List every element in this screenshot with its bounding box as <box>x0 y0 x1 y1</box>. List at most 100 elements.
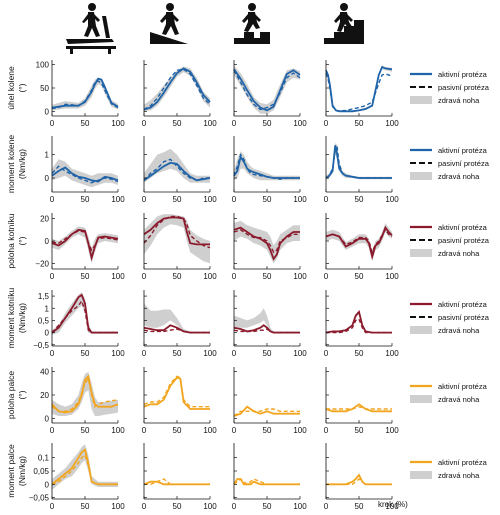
y-tick-label: 100 <box>36 61 50 70</box>
x-tick-label: 100 <box>111 349 125 358</box>
healthy-band <box>326 65 392 112</box>
treadmill-walking-icon <box>66 3 116 54</box>
x-tick-label: 100 <box>203 502 217 511</box>
y-tick-label: 0 <box>45 329 50 338</box>
chart-row-knee-moment: moment kolene(Nm/kg) 100 50 100 0 50 100 0 50 100… <box>6 135 490 204</box>
x-tick-label: 0 <box>142 119 147 128</box>
active-line <box>143 324 210 334</box>
active-line <box>326 473 392 486</box>
y-tick-label: 0 <box>45 414 50 423</box>
panel-ankle-moment-stair-descent: 0 50 100 <box>324 290 399 358</box>
ylabel-line2: (°) <box>17 236 27 245</box>
healthy-band <box>234 220 300 264</box>
x-tick-label: 100 <box>111 426 125 435</box>
x-tick-label: 100 <box>385 502 399 511</box>
y-tick-label: 0,1 <box>38 454 50 463</box>
active-line <box>51 293 118 334</box>
legend-knee-angle: aktivní protéza pasivní protéza zdravá noh… <box>410 70 490 105</box>
x-tick-label: 0 <box>324 349 329 358</box>
x-tick-label: 50 <box>263 426 272 435</box>
ylabel-line1: úhel kolene <box>6 66 16 110</box>
legend-healthy-swatch <box>410 471 432 479</box>
x-tick-label: 0 <box>50 195 55 204</box>
active-line <box>233 324 300 334</box>
ylabel-line1: moment kotníku <box>6 287 16 348</box>
legend-knee-moment: aktivní protéza pasivní protéza zdravá noh… <box>410 146 490 181</box>
panel-toe-moment-ramp-ascent: 0 50 100 <box>142 443 217 511</box>
x-tick-label: 50 <box>355 272 364 281</box>
y-tick-label: −0,5 <box>33 341 49 350</box>
healthy-band <box>144 148 210 183</box>
x-tick-label: 0 <box>142 349 147 358</box>
row-toe-moment-ylabel: moment palce(Nm/kg) <box>6 444 27 498</box>
healthy-band <box>326 223 392 262</box>
ylabel-line2: (Nm/kg) <box>17 303 27 333</box>
legend-passive-label: pasivní protéza <box>438 236 490 245</box>
panel-toe-moment-stair-ascent: 0 50 100 <box>232 443 307 511</box>
healthy-band <box>234 308 300 333</box>
passive-line <box>51 376 119 412</box>
x-tick-label: 50 <box>81 426 90 435</box>
panel-toe-angle-treadmill-walking: 40 20 00 50 100 <box>40 367 125 435</box>
y-tick-label: 0 <box>45 480 50 489</box>
panel-knee-moment-ramp-ascent: 0 50 100 <box>142 136 217 204</box>
healthy-band <box>144 303 210 333</box>
panel-knee-angle-treadmill-walking: 100 50 00 50 100 <box>36 60 125 128</box>
legend-healthy-label: zdravá noha <box>438 172 480 181</box>
x-tick-label: 0 <box>142 426 147 435</box>
x-tick-label: 0 <box>50 349 55 358</box>
legend-active-label: aktivní protéza <box>438 382 488 391</box>
y-tick-label: −0,05 <box>29 494 50 503</box>
y-tick-label: 20 <box>40 215 49 224</box>
x-tick-label: 50 <box>263 272 272 281</box>
panel-toe-angle-stair-ascent: 0 50 100 <box>232 367 307 435</box>
active-line <box>233 226 300 261</box>
panel-knee-moment-stair-ascent: 0 50 100 <box>232 136 307 204</box>
active-line <box>325 403 392 413</box>
x-tick-label: 100 <box>385 426 399 435</box>
x-tick-label: 50 <box>81 349 90 358</box>
x-tick-label: 100 <box>111 502 125 511</box>
panel-knee-angle-ramp-ascent: 0 50 100 <box>142 60 217 128</box>
x-tick-label: 0 <box>50 119 55 128</box>
passive-line <box>233 408 300 417</box>
legend-healthy-swatch <box>410 172 432 180</box>
healthy-band <box>52 77 118 111</box>
x-tick-label: 100 <box>293 119 307 128</box>
active-line <box>233 154 300 179</box>
chart-row-ankle-angle: poloha kotníku(°)200−200 50 100 0 50 100 0 50 10… <box>6 213 490 281</box>
x-tick-label: 50 <box>355 349 364 358</box>
x-tick-label: 0 <box>324 502 329 511</box>
y-tick-label: 0,05 <box>33 467 49 476</box>
legend-active-label: aktivní protéza <box>438 223 488 232</box>
chart-row-ankle-moment: moment kotníku(Nm/kg)1,510,50−0,50 50 100 0… <box>6 287 490 358</box>
ylabel-line1: moment kolene <box>6 135 16 193</box>
x-tick-label: 100 <box>293 272 307 281</box>
x-tick-label: 100 <box>203 195 217 204</box>
legend-toe-angle: aktivní protéza zdravá noha <box>410 382 488 404</box>
legend-healthy-label: zdravá noha <box>438 471 480 480</box>
x-tick-label: 0 <box>324 272 329 281</box>
x-tick-label: 0 <box>50 272 55 281</box>
healthy-band <box>52 292 118 335</box>
active-line <box>143 67 211 111</box>
x-tick-label: 100 <box>385 195 399 204</box>
y-tick-label: 1 <box>45 304 50 313</box>
ramp-ascent-icon <box>150 3 188 44</box>
legend-toe-moment: aktivní protéza zdravá noha <box>410 458 488 480</box>
legend-active-label: aktivní protéza <box>438 146 488 155</box>
x-tick-label: 100 <box>385 119 399 128</box>
panel-ankle-moment-treadmill-walking: 1,510,50−0,50 50 100 <box>33 290 125 358</box>
active-line <box>51 77 119 109</box>
x-tick-label: 0 <box>50 426 55 435</box>
panel-toe-angle-stair-descent: 0 50 100 <box>324 367 399 435</box>
legend-healthy-label: zdravá noha <box>438 326 480 335</box>
x-tick-label: 50 <box>263 502 272 511</box>
x-tick-label: 50 <box>173 195 182 204</box>
legend-ankle-moment: aktivní protéza pasivní protéza zdravá noh… <box>410 300 490 335</box>
legend-healthy-swatch <box>410 96 432 104</box>
